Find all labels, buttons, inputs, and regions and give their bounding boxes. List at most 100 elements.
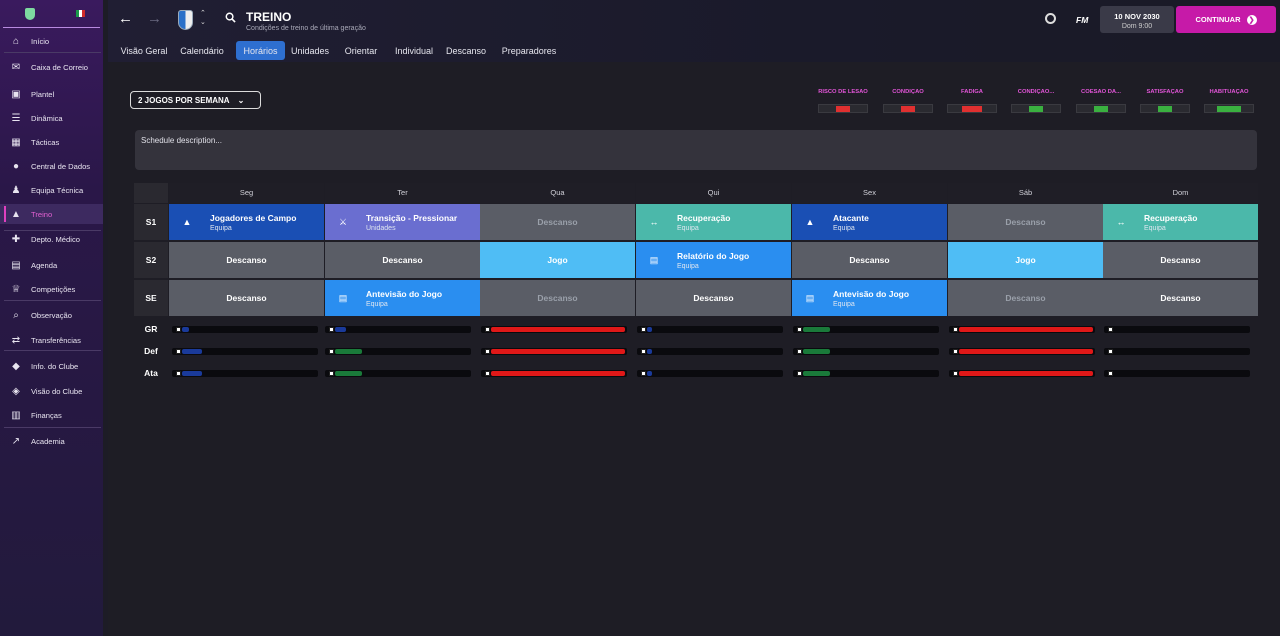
load-bar[interactable] xyxy=(1104,348,1250,355)
sidebar-item-16[interactable]: ▥ Finanças xyxy=(0,405,103,425)
schedule-cell[interactable]: Descanso xyxy=(636,280,791,316)
sidebar-divider xyxy=(4,427,101,428)
metric-3[interactable]: FADIGA xyxy=(947,89,997,113)
club-switch-chevron-icon[interactable]: ⌃ ⌄ xyxy=(200,10,206,26)
cell-text: Descanso xyxy=(1160,255,1200,265)
metric-bar xyxy=(1011,104,1061,113)
load-bar[interactable] xyxy=(481,348,627,355)
schedule-cell[interactable]: Descanso xyxy=(480,204,635,240)
tab-2[interactable]: Calendário xyxy=(180,45,224,56)
schedule-cell[interactable]: ▤ Antevisão do Jogo Equipa xyxy=(792,280,947,316)
search-icon[interactable] xyxy=(225,12,236,23)
load-bar[interactable] xyxy=(481,326,627,333)
load-bar[interactable] xyxy=(949,370,1095,377)
sidebar-item-8[interactable]: ▲ Treino xyxy=(0,204,103,224)
load-bar[interactable] xyxy=(1104,370,1250,377)
load-bar[interactable] xyxy=(172,348,318,355)
forward-arrow-icon[interactable]: → xyxy=(147,10,162,27)
load-bar[interactable] xyxy=(637,348,783,355)
metric-2[interactable]: CONDIÇÃO xyxy=(883,89,933,113)
tab-7[interactable]: Descanso xyxy=(445,45,487,56)
load-bar[interactable] xyxy=(325,348,471,355)
metric-1[interactable]: RISCO DE LESÃO xyxy=(818,89,868,113)
metric-6[interactable]: SATISFAÇÃO xyxy=(1140,89,1190,113)
schedule-cell[interactable]: Descanso xyxy=(948,280,1103,316)
load-bar[interactable] xyxy=(949,326,1095,333)
load-bar[interactable] xyxy=(637,370,783,377)
schedule-cell[interactable]: Descanso xyxy=(948,204,1103,240)
sidebar-item-1[interactable]: ⌂ Início xyxy=(0,31,103,51)
medical-icon: ✚ xyxy=(11,233,21,245)
sidebar-item-14[interactable]: ◆ Info. do Clube xyxy=(0,356,103,376)
load-marker-icon xyxy=(485,371,490,376)
schedule-cell[interactable]: ⚔ Transição - Pressionar Unidades xyxy=(325,204,480,240)
load-bar[interactable] xyxy=(949,348,1095,355)
sidebar-item-15[interactable]: ◈ Visão do Clube xyxy=(0,381,103,401)
tab-8[interactable]: Preparadores xyxy=(501,45,557,56)
schedule-cell[interactable]: Descanso xyxy=(480,280,635,316)
metric-5[interactable]: COESÃO DA... xyxy=(1076,89,1126,113)
schedule-description-input[interactable]: Schedule description... xyxy=(135,130,1257,170)
sidebar-item-4[interactable]: ☰ Dinâmica xyxy=(0,108,103,128)
sidebar-item-label: Início xyxy=(31,36,50,46)
schedule-cell[interactable]: ▲ Jogadores de Campo Equipa xyxy=(169,204,324,240)
load-bar[interactable] xyxy=(1104,326,1250,333)
club-crest-icon[interactable] xyxy=(178,10,193,30)
staff-icon: ♟ xyxy=(11,184,21,196)
schedule-cell[interactable]: Descanso xyxy=(1103,280,1258,316)
sidebar-item-17[interactable]: ↗ Academia xyxy=(0,431,103,451)
sidebar-item-label: Transferências xyxy=(31,335,81,345)
schedule-cell[interactable]: ↔ Recuperação Equipa xyxy=(1103,204,1258,240)
load-bar[interactable] xyxy=(793,326,939,333)
schedule-cell[interactable]: Jogo xyxy=(948,242,1103,278)
schedule-cell[interactable]: Descanso xyxy=(169,280,324,316)
sidebar-item-5[interactable]: ▦ Tácticas xyxy=(0,132,103,152)
sidebar-item-12[interactable]: ⌕ Observação xyxy=(0,305,103,325)
load-marker-icon xyxy=(953,371,958,376)
schedule-cell[interactable]: ▲ Atacante Equipa xyxy=(792,204,947,240)
continue-button[interactable]: CONTINUAR ❯ xyxy=(1176,6,1276,33)
sidebar-item-9[interactable]: ✚ Depto. Médico xyxy=(0,229,103,249)
metric-4[interactable]: CONDIÇÃO... xyxy=(1011,89,1061,113)
schedule-dropdown[interactable]: 2 JOGOS POR SEMANA ⌄ xyxy=(130,91,261,109)
sidebar-item-13[interactable]: ⇄ Transferências xyxy=(0,330,103,350)
schedule-cell[interactable]: Jogo xyxy=(480,242,635,278)
sidebar-item-6[interactable]: ● Central de Dados xyxy=(0,156,103,176)
schedule-cell[interactable]: Descanso xyxy=(792,242,947,278)
schedule-cell[interactable]: ▤ Relatório do Jogo Equipa xyxy=(636,242,791,278)
cell-text: Descanso xyxy=(693,293,733,303)
fm-menu-button[interactable]: FM xyxy=(1076,15,1089,25)
globe-icon[interactable] xyxy=(1045,13,1056,24)
load-bar[interactable] xyxy=(793,370,939,377)
load-bar[interactable] xyxy=(481,370,627,377)
sidebar-item-10[interactable]: ▤ Agenda xyxy=(0,255,103,275)
load-bar-fill xyxy=(959,371,1093,376)
tab-1[interactable]: Visão Geral xyxy=(120,45,168,56)
manager-logo-icon[interactable] xyxy=(25,8,35,20)
schedule-cell[interactable]: ▤ Antevisão do Jogo Equipa xyxy=(325,280,480,316)
load-bar[interactable] xyxy=(325,326,471,333)
cell-text: Descanso xyxy=(226,255,266,265)
tab-3[interactable]: Horários xyxy=(236,41,285,60)
sidebar-item-2[interactable]: ✉ Caixa de Correio xyxy=(0,57,103,77)
italy-flag-icon xyxy=(76,10,85,17)
schedule-cell[interactable]: Descanso xyxy=(1103,242,1258,278)
back-arrow-icon[interactable]: ← xyxy=(118,10,133,27)
tab-6[interactable]: Individual xyxy=(394,45,434,56)
schedule-cell[interactable]: Descanso xyxy=(169,242,324,278)
load-bar[interactable] xyxy=(637,326,783,333)
tab-4[interactable]: Unidades xyxy=(290,45,330,56)
sidebar-item-3[interactable]: ▣ Plantel xyxy=(0,84,103,104)
schedule-cell[interactable]: Descanso xyxy=(325,242,480,278)
load-bar[interactable] xyxy=(325,370,471,377)
load-bar[interactable] xyxy=(172,370,318,377)
tab-5[interactable]: Orientar xyxy=(344,45,378,56)
sidebar-item-7[interactable]: ♟ Equipa Técnica xyxy=(0,180,103,200)
load-bar[interactable] xyxy=(793,348,939,355)
load-bar[interactable] xyxy=(172,326,318,333)
date-display[interactable]: 10 NOV 2030 Dom 9:00 xyxy=(1100,6,1174,33)
metric-7[interactable]: HABITUAÇÃO xyxy=(1204,89,1254,113)
schedule-cell[interactable]: ↔ Recuperação Equipa xyxy=(636,204,791,240)
sidebar-item-11[interactable]: ♕ Competições xyxy=(0,279,103,299)
current-day-time: Dom 9:00 xyxy=(1121,23,1153,30)
